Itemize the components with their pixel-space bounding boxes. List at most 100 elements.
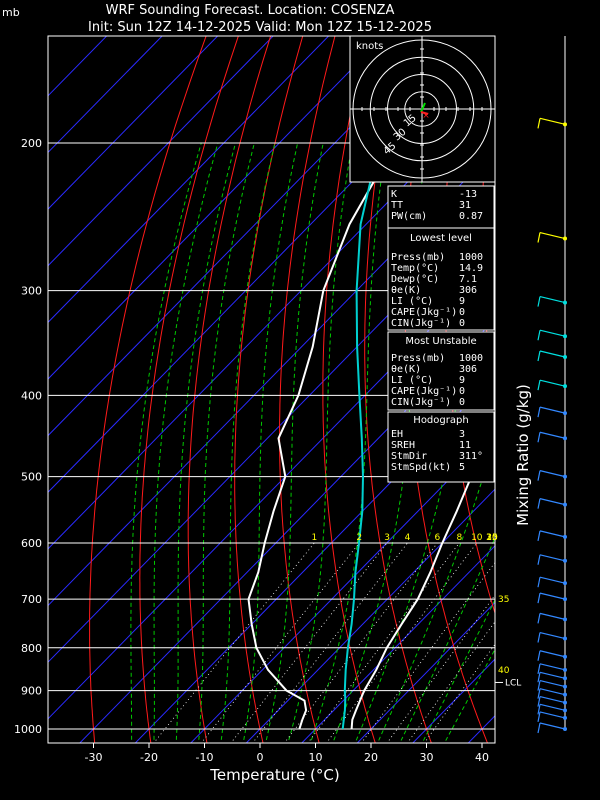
wind-barb	[539, 554, 566, 562]
table-key: θe(K)	[391, 285, 421, 296]
table-value: 0	[459, 397, 465, 408]
table-value: 3	[459, 429, 465, 440]
table-value: 0	[459, 318, 465, 329]
isotherm	[245, 488, 495, 743]
table-value: 0.87	[459, 211, 483, 222]
wind-barb	[539, 711, 566, 719]
wind-barb	[539, 679, 566, 688]
table-value: 0	[459, 386, 465, 397]
table-value: 306	[459, 364, 477, 375]
storm-motion-marker: ×	[422, 111, 430, 121]
profiles	[247, 36, 495, 730]
mixing-ratio-axis-label: Mixing Ratio (g/kg)	[514, 384, 532, 526]
wind-profile	[537, 36, 567, 734]
pressure-tick-label: 700	[21, 593, 42, 606]
mixing-ratio-label: 1	[311, 533, 317, 543]
mixing-ratio-line	[200, 542, 360, 743]
mixing-ratio-line	[230, 542, 388, 743]
right-side-labels: 35 40 LCL	[495, 595, 521, 688]
temperature-tick-label: -20	[140, 751, 158, 764]
wind-barb	[539, 350, 566, 358]
table-key: CIN(Jkg⁻¹)	[391, 397, 451, 408]
wind-barb	[539, 329, 566, 337]
mixing-ratio-line	[153, 542, 315, 743]
profile-dewpoint	[247, 36, 469, 730]
moist-adiabat	[354, 142, 475, 743]
wind-barb	[539, 576, 566, 584]
wind-barb	[539, 431, 566, 439]
pressure-tick-label: 500	[21, 471, 42, 484]
pressure-tick-label: 300	[21, 285, 42, 298]
isotherm	[48, 36, 330, 324]
isotherm	[79, 318, 495, 743]
mixing-ratio-label: 6	[435, 533, 441, 543]
moist-adiabat	[220, 142, 276, 743]
wind-barb	[539, 592, 566, 600]
pressure-tick-labels: 200 300 400 500 600 700 800 900 1000	[14, 137, 42, 736]
right-label: 40	[498, 666, 510, 676]
wind-barb	[539, 612, 566, 620]
table-value: -13	[459, 189, 477, 200]
table-key: LI (°C)	[391, 375, 433, 386]
mixing-ratio-label: 4	[405, 533, 411, 543]
mixing-ratio-lines	[153, 542, 495, 743]
hodograph-stats-table: EH 3 SREH 11 StmDir 311° StmSpd(kt) 5	[391, 429, 483, 473]
table-key: EH	[391, 429, 403, 440]
moist-adiabat	[153, 142, 219, 743]
profile-parcel	[341, 36, 418, 730]
temperature-tick-label: 20	[364, 751, 378, 764]
mixing-ratio-label: 25	[486, 533, 497, 543]
table-key: θe(K)	[391, 364, 421, 375]
x-axis-label: Temperature (°C)	[209, 766, 339, 784]
table-key: Dewp(°C)	[391, 274, 439, 285]
isotherm	[190, 431, 495, 743]
dry-adiabat	[234, 36, 304, 743]
wind-barb	[539, 498, 566, 506]
temperature-tick-label: 10	[309, 751, 323, 764]
temperature-tick-label: 30	[420, 751, 434, 764]
chart-title: WRF Sounding Forecast. Location: COSENZA	[106, 3, 395, 18]
wind-barb	[539, 703, 566, 711]
isotherm	[48, 36, 441, 437]
table-key: TT	[391, 200, 403, 211]
right-label: 35	[498, 595, 509, 605]
hodograph-title: knots	[356, 41, 383, 52]
table-value: 9	[459, 375, 465, 386]
moist-adiabat	[242, 142, 299, 743]
dry-adiabat	[139, 36, 239, 743]
moist-adiabat	[130, 142, 202, 743]
right-label: LCL	[505, 678, 521, 688]
temperature-tick-label: -30	[85, 751, 103, 764]
pressure-tick-label: 200	[21, 137, 42, 150]
table-value: 11	[459, 440, 471, 451]
isotherm	[48, 92, 495, 550]
temperature-tick-label: 0	[257, 751, 264, 764]
moist-adiabat	[421, 598, 495, 743]
isotherm	[48, 148, 495, 607]
wind-barb	[539, 650, 566, 658]
table-key: CAPE(Jkg⁻¹)	[391, 386, 457, 397]
moist-adiabat	[443, 648, 495, 743]
mixing-ratio-line	[406, 621, 495, 743]
pressure-tick-label: 800	[21, 642, 42, 655]
mixing-ratio-line	[386, 594, 495, 743]
table-key: Press(mb)	[391, 353, 445, 364]
table-key: StmDir	[391, 451, 427, 462]
most-unstable-title: Most Unstable	[405, 336, 476, 347]
table-key: CAPE(Jkg⁻¹)	[391, 307, 457, 318]
moist-adiabat	[376, 433, 495, 743]
most-unstable-table: Press(mb) 1000 θe(K) 306 LI (°C) 9CAPE(Jkg⁻¹)…	[391, 353, 483, 408]
dry-adiabat	[279, 36, 336, 743]
table-value: 1000	[459, 353, 483, 364]
table-value: 5	[459, 462, 465, 473]
wind-barb	[539, 470, 566, 478]
table-key: PW(cm)	[391, 211, 427, 222]
moist-adiabat	[399, 536, 495, 743]
mixing-ratio-label: 8	[456, 533, 462, 543]
wind-barb	[539, 231, 566, 240]
temperature-tick-label: -10	[196, 751, 214, 764]
info-panels: K -13 TT 31 PW(cm) 0.87 Lowest level Press(mb…	[387, 185, 495, 483]
wind-barb	[539, 631, 566, 640]
